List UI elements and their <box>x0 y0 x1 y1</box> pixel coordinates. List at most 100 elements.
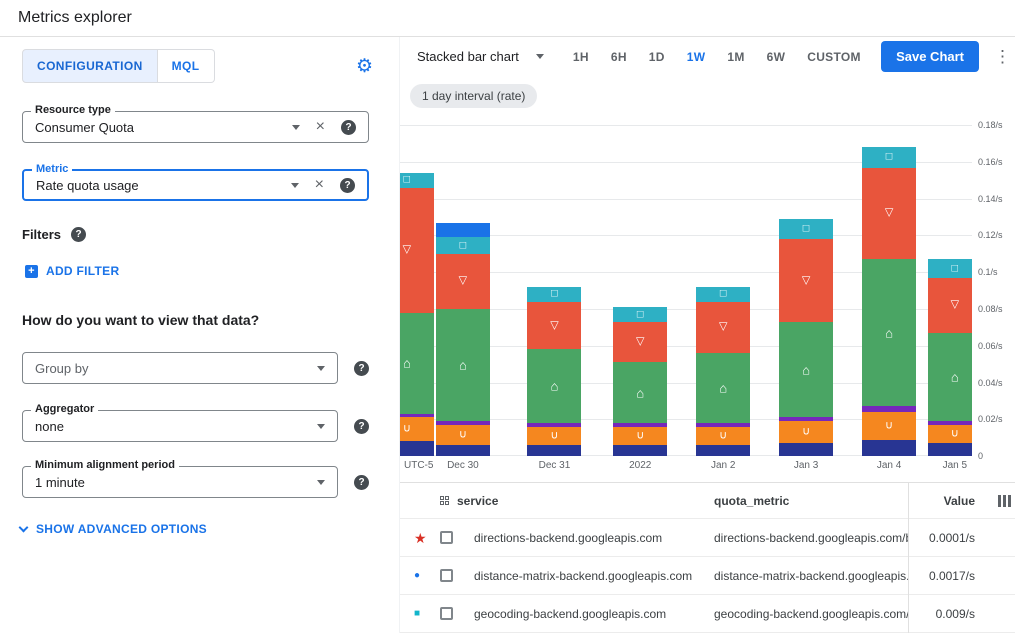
segment-navy[interactable] <box>779 443 834 457</box>
segment-red[interactable]: ▽ <box>527 301 582 350</box>
segment-green[interactable]: ⌂ <box>779 321 834 418</box>
segment-teal[interactable]: □ <box>862 147 917 168</box>
service-header[interactable]: service <box>457 493 499 508</box>
segment-navy[interactable] <box>400 441 434 457</box>
value-header[interactable]: Value <box>943 493 975 508</box>
bar-dec-30[interactable]: ∪ ⌂ ▽ □ <box>435 222 490 457</box>
interval-chip[interactable]: 1 day interval (rate) <box>410 84 538 109</box>
bar-2022[interactable]: ∪ ⌂ ▽ □ <box>613 307 668 457</box>
segment-red[interactable]: ▽ <box>435 253 490 310</box>
segment-navy[interactable] <box>527 445 582 457</box>
segment-purple[interactable] <box>779 417 834 422</box>
segment-green[interactable]: ⌂ <box>696 353 751 423</box>
table-row[interactable]: ■ geocoding-backend.googleapis.com geocodi… <box>400 595 1015 633</box>
segment-navy[interactable] <box>862 439 917 457</box>
segment-teal[interactable]: □ <box>435 237 490 254</box>
chevron-down-icon[interactable] <box>291 124 300 130</box>
segment-purple[interactable] <box>400 413 434 418</box>
chevron-down-icon[interactable] <box>317 365 325 371</box>
clear-icon[interactable]: × <box>314 176 324 193</box>
row-checkbox[interactable] <box>440 607 453 620</box>
more-options-icon[interactable]: ⋮ <box>994 46 1011 66</box>
bar-dec-31[interactable]: ∪ ⌂ ▽ □ <box>527 287 582 457</box>
range-6h-button[interactable]: 6H <box>600 44 638 70</box>
table-row[interactable]: ★ directions-backend.googleapis.com direct… <box>400 519 1015 557</box>
segment-orange[interactable]: ∪ <box>435 424 490 446</box>
segment-orange[interactable]: ∪ <box>862 411 917 440</box>
segment-purple[interactable] <box>862 406 917 412</box>
table-row[interactable]: ● distance-matrix-backend.googleapis.com d… <box>400 557 1015 595</box>
save-chart-button[interactable]: Save Chart <box>881 41 979 73</box>
segment-teal[interactable]: □ <box>400 173 434 188</box>
segment-orange[interactable]: ∪ <box>400 417 434 442</box>
segment-navy[interactable] <box>613 445 668 457</box>
bar-partial[interactable]: ∪ ⌂ ▽ □ <box>400 173 434 457</box>
segment-teal[interactable]: □ <box>779 219 834 240</box>
row-checkbox[interactable] <box>440 531 453 544</box>
help-icon[interactable]: ? <box>71 227 87 242</box>
bar-jan-3[interactable]: ∪ ⌂ ▽ □ <box>779 219 834 457</box>
segment-red[interactable]: ▽ <box>779 239 834 322</box>
segment-teal[interactable]: □ <box>613 307 668 322</box>
segment-red[interactable]: ▽ <box>400 187 434 313</box>
segment-green[interactable]: ⌂ <box>862 259 917 407</box>
columns-icon[interactable] <box>998 494 1011 507</box>
segment-teal[interactable]: □ <box>696 287 751 302</box>
add-filter-button[interactable]: + ADD FILTER <box>25 264 399 278</box>
range-1w-button[interactable]: 1W <box>676 44 717 70</box>
segment-green[interactable]: ⌂ <box>400 312 434 414</box>
bar-jan-2[interactable]: ∪ ⌂ ▽ □ <box>696 287 751 457</box>
chevron-down-icon[interactable] <box>290 182 299 188</box>
segment-green[interactable]: ⌂ <box>527 349 582 423</box>
range-6w-button[interactable]: 6W <box>756 44 797 70</box>
segment-purple[interactable] <box>435 421 490 425</box>
help-icon[interactable]: ? <box>340 177 355 193</box>
resource-type-select[interactable]: Resource type Consumer Quota × ? <box>22 104 369 143</box>
segment-green[interactable]: ⌂ <box>927 332 972 422</box>
segment-orange[interactable]: ∪ <box>927 424 972 444</box>
group-by-select[interactable]: Group by <box>22 352 338 384</box>
segment-purple[interactable] <box>613 422 668 427</box>
help-icon[interactable]: ? <box>354 360 369 376</box>
chevron-down-icon[interactable] <box>317 479 325 485</box>
bar-jan-5[interactable]: ∪ ⌂ ▽ □ <box>927 259 972 457</box>
segment-purple[interactable] <box>527 422 582 427</box>
segment-orange[interactable]: ∪ <box>527 426 582 446</box>
segment-orange[interactable]: ∪ <box>696 426 751 446</box>
metric-select[interactable]: Metric Rate quota usage × ? <box>22 163 369 201</box>
row-checkbox[interactable] <box>440 569 453 582</box>
segment-purple[interactable] <box>696 422 751 427</box>
tab-configuration[interactable]: CONFIGURATION <box>22 49 158 83</box>
segment-purple[interactable] <box>927 421 972 425</box>
segment-blue[interactable] <box>435 222 490 238</box>
range-1h-button[interactable]: 1H <box>562 44 600 70</box>
help-icon[interactable]: ? <box>354 418 369 434</box>
segment-red[interactable]: ▽ <box>927 277 972 333</box>
help-icon[interactable]: ? <box>354 474 369 490</box>
help-icon[interactable]: ? <box>341 119 356 135</box>
segment-teal[interactable]: □ <box>527 287 582 302</box>
segment-orange[interactable]: ∪ <box>779 421 834 444</box>
min-alignment-select[interactable]: Minimum alignment period 1 minute <box>22 459 338 498</box>
show-advanced-options-button[interactable]: SHOW ADVANCED OPTIONS <box>18 522 399 536</box>
chart-type-dropdown[interactable]: Stacked bar chart <box>417 49 544 64</box>
gear-icon[interactable]: ⚙ <box>355 55 373 77</box>
grid-icon[interactable] <box>440 496 449 505</box>
range-custom-button[interactable]: CUSTOM <box>796 44 872 70</box>
segment-red[interactable]: ▽ <box>862 167 917 260</box>
segment-teal[interactable]: □ <box>927 259 972 278</box>
segment-navy[interactable] <box>927 443 972 457</box>
segment-green[interactable]: ⌂ <box>613 362 668 423</box>
segment-red[interactable]: ▽ <box>696 301 751 354</box>
segment-orange[interactable]: ∪ <box>613 426 668 446</box>
segment-navy[interactable] <box>435 445 490 457</box>
chart-plot-area[interactable]: ∪ ⌂ ▽ □ ∪ ⌂ ▽ □ ∪ ⌂ ▽ □ ∪ ⌂ ▽ □ ∪ ⌂ ▽ □ ∪ ⌂ ▽ □ ∪ ⌂ ▽ □ ∪ ⌂ ▽ □ <box>400 116 972 457</box>
bar-jan-4[interactable]: ∪ ⌂ ▽ □ <box>862 147 917 457</box>
chevron-down-icon[interactable] <box>317 423 325 429</box>
segment-red[interactable]: ▽ <box>613 321 668 363</box>
clear-icon[interactable]: × <box>315 118 325 135</box>
segment-navy[interactable] <box>696 445 751 457</box>
tab-mql[interactable]: MQL <box>157 49 215 83</box>
range-1d-button[interactable]: 1D <box>638 44 676 70</box>
aggregator-select[interactable]: Aggregator none <box>22 403 338 442</box>
